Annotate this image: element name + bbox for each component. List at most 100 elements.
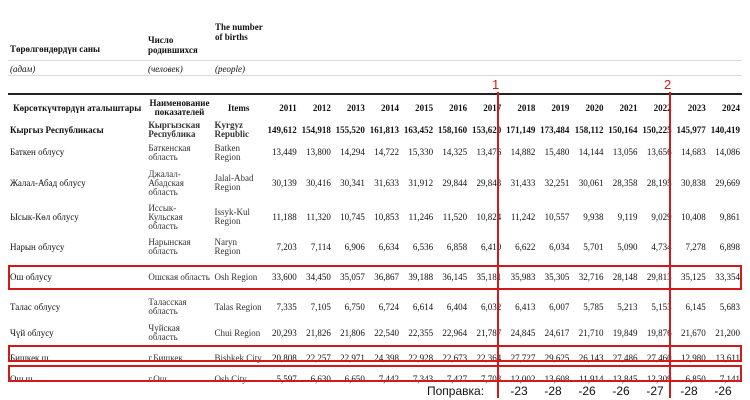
table-header-row: Көрсөткүчтөрдүн аталыштары Наименование … [8, 95, 742, 121]
table-row: Чүй облусу Чуйская область Chui Region 20,2… [8, 320, 742, 346]
osh-region-highlight [8, 265, 742, 290]
column-header-english: Items [227, 102, 250, 113]
region-name-kyrgyz: Талас облусу [10, 301, 61, 312]
marker-2: 2 [664, 77, 672, 92]
births-value: 6,724 [378, 301, 399, 312]
births-value: 7,203 [276, 241, 297, 252]
year-header: 2020 [585, 102, 604, 113]
births-value: 171,149 [506, 124, 536, 135]
births-value: 33,354 [715, 271, 740, 282]
births-value: 5,701 [583, 241, 604, 252]
region-name-english: Osh City [214, 373, 247, 384]
births-value: 22,364 [476, 352, 502, 363]
births-value: 21,806 [340, 327, 365, 338]
births-value: 11,914 [579, 373, 604, 384]
correction-value: -23 [510, 384, 528, 398]
births-value: 29,813 [646, 271, 672, 282]
births-value: 21,200 [715, 327, 740, 338]
births-value: 22,971 [340, 352, 365, 363]
region-name-english: Batken Region [214, 142, 241, 162]
births-value: 11,320 [306, 211, 331, 222]
table-row: Ош ш. г.Ош Osh City 5,597 6,630 6,650 7,442 7,3… [8, 370, 742, 388]
births-value: 163,452 [403, 124, 434, 135]
births-value: 29,843 [476, 177, 502, 188]
births-value: 22,355 [408, 327, 434, 338]
osh-city-highlight [8, 365, 742, 382]
births-value: 31,633 [374, 177, 399, 188]
region-name-russian: г.Ош [148, 373, 167, 384]
births-value: 22,540 [374, 327, 399, 338]
region-name-russian: Джалал-Абадская область [148, 168, 184, 197]
year-header: 2023 [687, 102, 706, 113]
births-value: 10,853 [374, 211, 399, 222]
english-title: The number of births [215, 22, 263, 42]
births-value: 7,114 [310, 241, 331, 252]
year-header: 2024 [722, 102, 740, 113]
births-value: 11,246 [408, 211, 434, 222]
region-name-english: Osh Region [214, 271, 258, 282]
births-value: 6,630 [310, 373, 331, 384]
births-value: 5,785 [583, 301, 604, 312]
year-header: 2015 [415, 102, 434, 113]
births-value: 6,622 [515, 241, 536, 252]
births-value: 12,980 [680, 352, 706, 363]
births-value: 9,119 [617, 211, 638, 222]
births-value: 22,673 [442, 352, 468, 363]
births-value: 6,410 [480, 241, 502, 252]
births-value: 153,620 [471, 124, 502, 135]
table-body: Кыргыз Республикасы Кыргызская Республика… [8, 121, 742, 388]
births-value: 28,358 [612, 177, 638, 188]
births-value: 14,683 [680, 147, 706, 157]
births-value: 30,838 [680, 177, 706, 188]
births-value: 21,670 [680, 327, 706, 338]
region-name-russian: Чуйская область [148, 323, 180, 342]
births-value: 6,858 [446, 241, 468, 252]
births-value: 6,614 [412, 301, 434, 312]
births-value: 13,800 [306, 147, 331, 157]
births-value: 6,032 [480, 301, 502, 312]
births-value: 149,612 [267, 124, 297, 135]
births-value: 29,669 [715, 177, 740, 188]
year-header: 2018 [517, 102, 536, 113]
births-value: 7,442 [378, 373, 399, 384]
births-value: 173,484 [540, 124, 570, 135]
births-value: 13,476 [476, 147, 502, 157]
births-value: 30,061 [578, 177, 604, 188]
births-value: 10,824 [476, 211, 502, 222]
correction-value: -28 [544, 384, 562, 398]
births-value: 35,181 [476, 271, 502, 282]
births-value: 158,112 [574, 124, 604, 135]
year-header: 2016 [449, 102, 468, 113]
column-header-kyrgyz: Көрсөткүчтөрдүн аталыштары [13, 102, 142, 113]
births-value: 12,309 [646, 373, 672, 384]
region-name-kyrgyz: Нарын облусу [10, 241, 65, 252]
year-header: 2019 [551, 102, 570, 113]
births-value: 158,160 [437, 124, 468, 135]
births-value: 24,398 [374, 352, 399, 363]
table-top-rule [8, 93, 742, 95]
births-value: 35,057 [340, 271, 365, 282]
births-value: 27,486 [612, 352, 638, 363]
births-value: 6,634 [378, 241, 399, 252]
region-name-english: Kyrgyz Republic [214, 121, 250, 139]
births-value: 154,918 [301, 124, 331, 135]
births-value: 15,330 [408, 147, 434, 157]
region-name-russian: Баткенская область [148, 142, 191, 162]
births-value: 14,086 [715, 147, 740, 157]
correction-value: -27 [646, 384, 664, 398]
births-value: 6,906 [344, 241, 365, 252]
region-name-english: Naryn Region [214, 237, 241, 256]
births-value: 28,148 [612, 271, 638, 282]
births-value: 14,722 [374, 147, 399, 157]
year-header: 2013 [346, 102, 365, 113]
region-name-english: Chui Region [214, 327, 261, 338]
births-value: 29,625 [544, 352, 570, 363]
births-value: 9,029 [651, 211, 672, 222]
year-header: 2017 [483, 102, 502, 113]
region-name-kyrgyz: Кыргыз Республикасы [10, 124, 104, 135]
year-header: 2021 [619, 102, 638, 113]
births-value: 30,139 [272, 177, 297, 188]
births-value: 13,056 [612, 147, 638, 157]
year-header: 2011 [279, 102, 297, 113]
births-value: 7,105 [310, 301, 331, 312]
